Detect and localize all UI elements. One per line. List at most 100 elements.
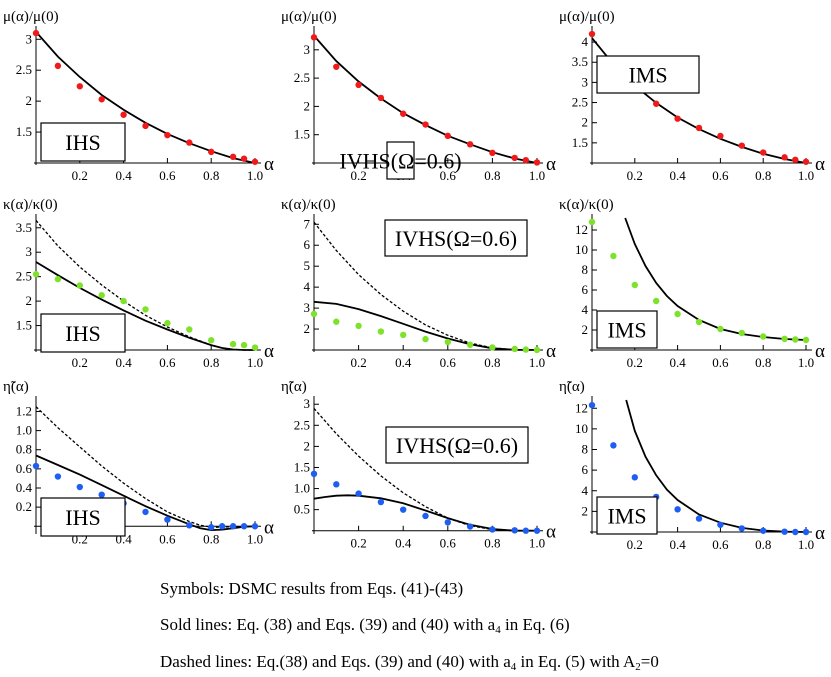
x-tick-label: 0.4: [395, 355, 412, 370]
data-point: [32, 29, 40, 37]
data-point: [588, 401, 596, 409]
y-tick-label: 3: [26, 244, 33, 259]
data-point: [310, 34, 318, 41]
y-axis-label: κ(α)/κ(0): [559, 197, 614, 213]
x-tick-label: 0.2: [627, 355, 643, 370]
data-point: [54, 473, 62, 480]
y-tick-label: 12: [575, 400, 588, 415]
panel-mu-ihs: 1.5 2 2.5 3 0.2 0.4 0.6 0.8 1.0 μ(α)/μ(0) α IHS: [3, 9, 274, 183]
x-tick-label: 0.6: [712, 355, 729, 370]
data-point: [781, 154, 788, 161]
data-point: [164, 319, 171, 327]
legend-box: [596, 496, 658, 535]
data-point: [98, 491, 105, 498]
data-point: [533, 346, 541, 354]
data-point: [98, 96, 105, 103]
y-axis-label: μ(α)/μ(0): [3, 9, 59, 25]
panel-eta-ivhs: 0.5 1.0 1.5 2 2.5 3 0.2 0.4 0.6 0.8 1.0 η̃(α) α IVHS(…: [281, 379, 556, 551]
legend-label: IMS: [607, 504, 646, 529]
data-point: [760, 527, 767, 534]
data-point: [760, 149, 767, 156]
data-point: [781, 528, 788, 535]
y-tick-label: 2: [304, 438, 311, 453]
data-point: [76, 83, 84, 90]
y-tick-label: 0.8: [16, 442, 32, 457]
legend-label: IVHS(Ω=0.6): [396, 433, 518, 458]
data-point: [400, 506, 407, 513]
legend-label: IMS: [607, 318, 646, 343]
data-point: [208, 524, 215, 531]
y-axis-label: η̃(α): [559, 379, 585, 395]
panel-kappa-ivhs: 2 3 4 5 6 7 0.2 0.4 0.6 0.8 1.0 κ(α)/κ(0) α IVHS(Ω=0.…: [281, 197, 556, 370]
x-tick-label: 0.4: [669, 168, 686, 183]
data-point: [533, 527, 541, 534]
y-axis-label: μ(α)/μ(0): [281, 9, 337, 25]
data-point: [522, 156, 530, 164]
y-tick-label: 2: [26, 293, 33, 308]
x-tick-label: 1.0: [247, 355, 263, 370]
data-point: [229, 523, 237, 530]
x-axis-label: α: [264, 341, 274, 362]
legend-label: IVHS(Ω=0.6): [339, 149, 461, 174]
y-axis-label: η̃(α): [3, 379, 29, 395]
data-point: [54, 62, 62, 70]
x-tick-label: 1.0: [529, 536, 545, 551]
data-point: [792, 528, 799, 536]
legend-box: [385, 426, 529, 464]
y-tick-label: 2.5: [16, 62, 32, 77]
x-tick-label: 0.6: [712, 168, 729, 183]
data-point: [610, 252, 617, 260]
data-point: [377, 328, 385, 335]
x-tick-label: 0.6: [159, 168, 176, 183]
data-point: [355, 81, 362, 89]
y-tick-label: 2: [304, 321, 311, 336]
x-tick-label: 0.8: [203, 531, 219, 546]
data-point: [444, 132, 451, 140]
y-tick-label: 6: [582, 282, 589, 297]
data-point: [674, 115, 681, 122]
data-point: [588, 30, 596, 38]
x-tick-label: 0.8: [755, 537, 771, 552]
data-point: [489, 149, 496, 157]
data-point: [631, 474, 638, 481]
x-axis-label: α: [546, 154, 556, 175]
panel-mu-ivhs: 1.522.530.20.40.60.81.0μ(α)/μ(0)αIVHS(Ω=…: [281, 9, 556, 183]
solid-curve: [625, 399, 807, 533]
data-point: [802, 336, 810, 344]
y-tick-label: 2: [582, 503, 589, 518]
y-tick-label: 5: [304, 258, 311, 273]
data-point: [717, 132, 724, 140]
y-tick-label: 7: [304, 216, 311, 231]
x-axis-label: α: [815, 523, 825, 544]
data-point: [466, 341, 474, 348]
data-point: [251, 344, 259, 351]
data-point: [310, 470, 318, 478]
data-point: [511, 527, 518, 534]
data-point: [76, 282, 84, 289]
solid-curve: [314, 300, 538, 351]
y-tick-label: 4: [304, 279, 311, 294]
x-tick-label: 0.2: [627, 168, 643, 183]
x-tick-label: 0.6: [440, 536, 457, 551]
y-tick-label: 2: [582, 115, 589, 130]
y-tick-label: 1.5: [572, 135, 588, 150]
x-tick-label: 0.8: [484, 536, 500, 551]
data-point: [142, 306, 149, 313]
data-point: [792, 156, 799, 163]
data-point: [444, 338, 451, 346]
x-tick-label: 0.4: [115, 355, 132, 370]
panel-eta-ims: 2 4 6 8 10 12 0.2 0.4 0.6 0.8 1.0 η̃(α) α IMS: [559, 379, 825, 552]
data-point: [229, 153, 237, 161]
data-point: [511, 154, 518, 162]
data-point: [489, 344, 496, 351]
x-tick-label: 1.0: [529, 355, 545, 370]
x-tick-label: 0.8: [203, 355, 219, 370]
legend-box: [40, 313, 126, 353]
x-tick-label: 0.6: [440, 168, 457, 183]
legend-label: IVHS(Ω=0.6): [395, 226, 517, 251]
y-tick-label: 1.5: [16, 124, 32, 139]
data-point: [142, 508, 149, 516]
data-point: [422, 512, 429, 520]
x-tick-label: 0.2: [627, 537, 643, 552]
data-point: [333, 318, 340, 325]
